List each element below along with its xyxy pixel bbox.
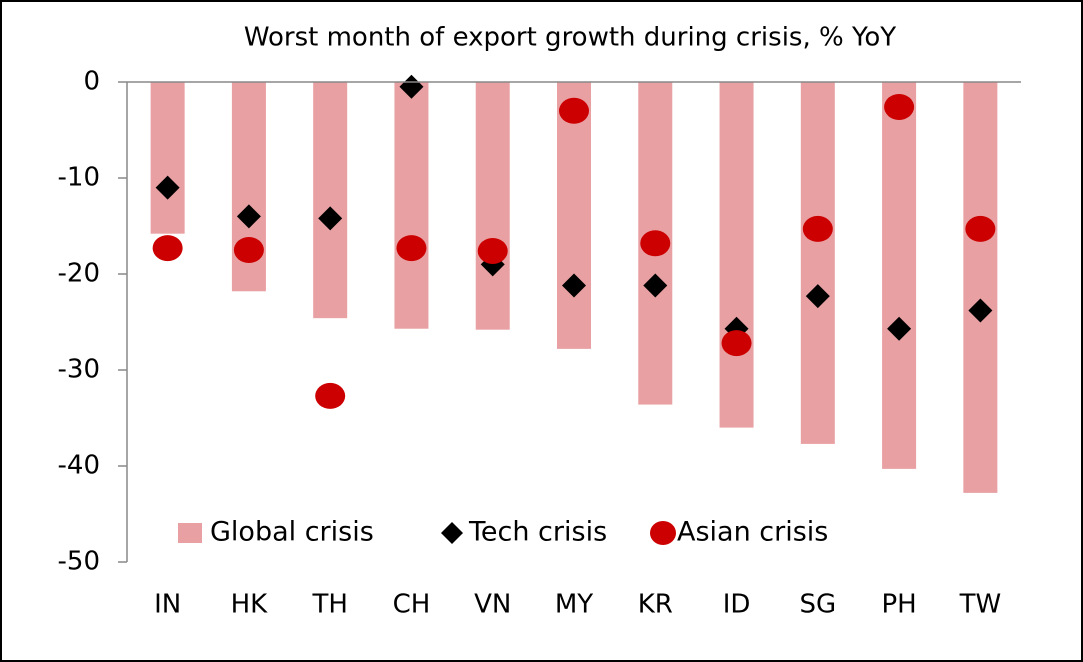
x-tick-label: VN xyxy=(474,590,511,620)
diamond-marker xyxy=(318,206,343,231)
diamond-marker xyxy=(968,298,993,323)
bar xyxy=(313,82,348,319)
bar xyxy=(557,82,591,349)
circle-marker xyxy=(965,215,996,242)
legend-label: Global crisis xyxy=(210,517,374,548)
diamond-marker xyxy=(643,273,668,298)
y-tick-label: -30 xyxy=(58,355,100,385)
x-tick-label: CH xyxy=(393,590,431,620)
bar xyxy=(963,82,998,493)
x-tick-label: SG xyxy=(799,590,836,620)
bar xyxy=(800,82,835,444)
x-tick-label: IN xyxy=(154,590,181,620)
x-tick-label: MY xyxy=(555,590,593,620)
circle-marker xyxy=(884,93,915,120)
x-tick-label: ID xyxy=(723,590,751,620)
bar xyxy=(719,82,754,428)
x-tick-label: TW xyxy=(959,590,1002,620)
bar xyxy=(882,82,917,469)
diamond-marker xyxy=(155,175,180,200)
bar xyxy=(150,82,185,234)
circle-marker xyxy=(721,330,752,357)
x-tick-label: TH xyxy=(311,590,347,620)
y-tick-label: -20 xyxy=(58,259,100,289)
legend-swatch xyxy=(650,521,676,545)
legend-swatch xyxy=(441,522,463,544)
x-tick-label: PH xyxy=(881,590,916,620)
legend-label: Asian crisis xyxy=(677,517,828,548)
bar xyxy=(475,82,510,330)
y-tick-label: -50 xyxy=(58,547,100,577)
y-tick-label: -40 xyxy=(58,451,100,481)
diamond-marker xyxy=(562,273,586,298)
circle-marker xyxy=(477,237,508,264)
circle-marker xyxy=(396,235,427,262)
bar xyxy=(394,82,429,329)
x-tick-label: HK xyxy=(231,590,269,620)
diamond-marker xyxy=(887,316,912,341)
x-tick-label: KR xyxy=(638,590,673,620)
circle-marker xyxy=(315,382,346,409)
diamond-marker xyxy=(399,74,424,99)
diamond-marker xyxy=(805,284,830,309)
circle-marker xyxy=(802,215,833,242)
chart-title: Worst month of export growth during cris… xyxy=(244,23,896,53)
y-tick-label: -10 xyxy=(58,163,100,193)
diamond-marker xyxy=(236,204,261,229)
legend-swatch xyxy=(178,523,202,543)
circle-marker xyxy=(233,237,264,263)
y-tick-label: 0 xyxy=(83,67,100,97)
circle-marker xyxy=(152,235,183,262)
circle-marker xyxy=(640,230,671,257)
circle-marker xyxy=(559,97,589,124)
legend-label: Tech crisis xyxy=(468,517,607,548)
